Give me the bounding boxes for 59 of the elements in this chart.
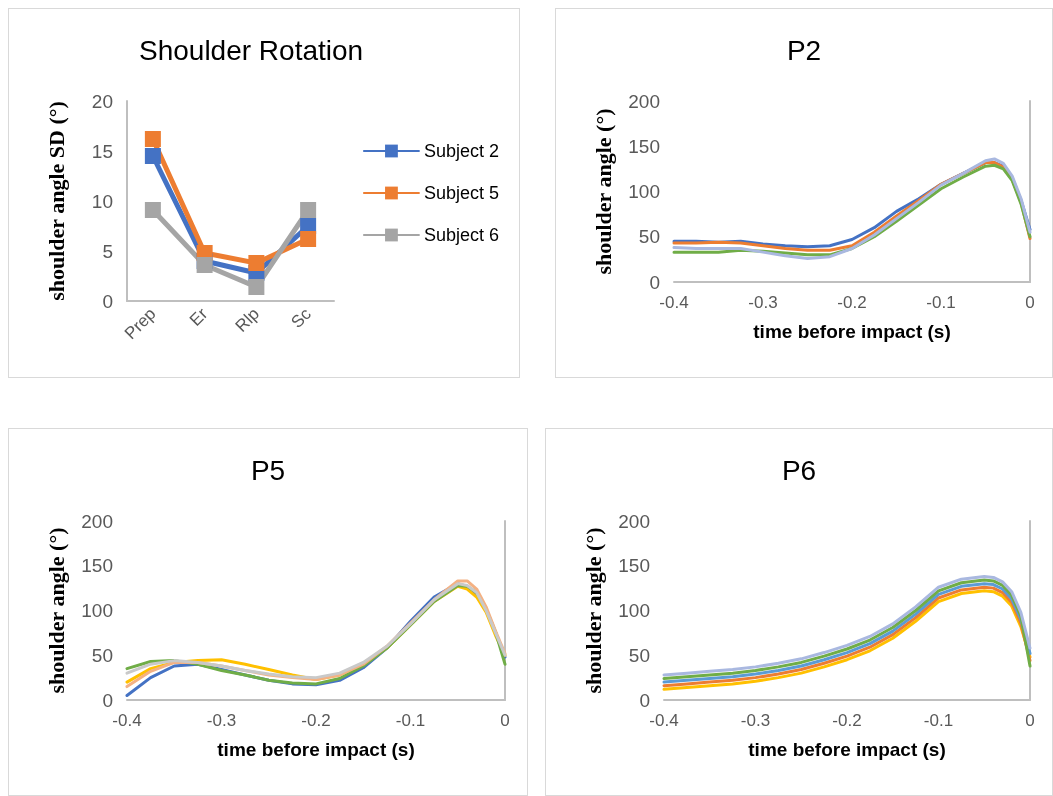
x-tick-label: Sc (287, 303, 316, 332)
x-tick-label: -0.1 (926, 293, 956, 312)
y-tick-label: 100 (628, 181, 660, 202)
y-tick-label: 0 (639, 689, 650, 711)
point (196, 257, 213, 273)
x-tick-label: -0.2 (832, 711, 862, 730)
y-tick-label: 150 (628, 135, 660, 157)
y-axis-title: shoulder angle (°) (590, 108, 616, 275)
y-tick-label: 0 (649, 271, 660, 293)
x-tick-label: -0.4 (112, 711, 142, 730)
point (300, 202, 317, 218)
x-axis-title: time before impact (s) (748, 739, 946, 760)
chart-title: Shoulder Rotation (139, 34, 364, 66)
legend-label: Subject 2 (423, 141, 500, 161)
chart-title: P5 (250, 454, 286, 486)
y-tick-label: 100 (81, 600, 113, 621)
y-tick-label: 5 (102, 240, 113, 262)
y-tick-label: 150 (618, 555, 650, 577)
x-tick-label: -0.2 (837, 293, 867, 312)
y-axis-title: shoulder angle (°) (43, 527, 69, 694)
x-tick-label: 0 (500, 711, 510, 730)
y-tick-label: 50 (91, 644, 113, 666)
x-tick-label: -0.3 (740, 711, 771, 730)
point (248, 279, 265, 295)
y-tick-label: 15 (91, 140, 113, 162)
x-axis-title: time before impact (s) (217, 739, 415, 760)
x-tick-label: -0.3 (748, 293, 778, 312)
chart-title: P6 (781, 454, 817, 486)
x-tick-label: -0.4 (659, 293, 689, 312)
x-tick-label: Rlp (231, 304, 264, 336)
point (248, 255, 265, 271)
point (300, 231, 317, 247)
x-tick-label: -0.3 (206, 711, 237, 730)
y-axis-title: shoulder angle (°) (580, 527, 606, 694)
point (144, 148, 161, 164)
x-tick-label: -0.2 (301, 711, 331, 730)
x-tick-label: 0 (1025, 293, 1035, 312)
x-tick-label: -0.4 (649, 711, 679, 730)
point (144, 202, 161, 218)
y-tick-label: 200 (618, 510, 650, 532)
x-axis-title: time before impact (s) (753, 321, 951, 342)
x-tick-label: 0 (1025, 711, 1035, 730)
point (144, 131, 161, 147)
y-axis-title: shoulder angle SD (°) (43, 101, 69, 301)
y-tick-label: 0 (102, 689, 113, 711)
x-tick-label: Er (185, 304, 212, 330)
y-tick-label: 50 (628, 644, 650, 666)
legend-label: Subject 6 (423, 225, 500, 245)
y-tick-label: 150 (81, 555, 113, 577)
chart-title: P2 (786, 34, 822, 66)
y-tick-label: 20 (91, 90, 113, 112)
y-tick-label: 200 (81, 510, 113, 532)
y-tick-label: 10 (91, 190, 113, 212)
y-tick-label: 100 (618, 600, 650, 621)
x-tick-label: -0.1 (923, 711, 954, 730)
legend-label: Subject 5 (423, 183, 500, 203)
y-tick-label: 200 (628, 90, 660, 112)
y-tick-label: 50 (638, 226, 660, 248)
x-tick-label: -0.1 (395, 711, 426, 730)
